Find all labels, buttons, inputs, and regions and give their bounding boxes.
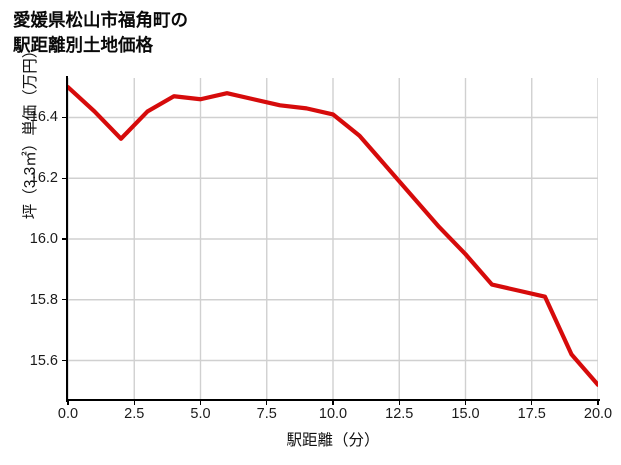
x-tick-mark [597, 401, 599, 405]
chart-title: 愛媛県松山市福角町の 駅距離別土地価格 [13, 10, 188, 55]
x-tick-mark [67, 401, 69, 405]
y-tick-mark [62, 177, 66, 179]
x-tick-label: 10.0 [318, 406, 348, 422]
y-tick-mark [62, 299, 66, 301]
x-tick-mark [464, 401, 467, 405]
y-tick-label: 16.4 [29, 109, 58, 126]
x-tick-label: 2.5 [124, 406, 145, 422]
x-tick-label: 17.5 [517, 406, 546, 422]
x-axis-label: 駅距離（分） [286, 432, 380, 449]
data-line [68, 85, 598, 387]
x-tick-mark [332, 401, 334, 405]
x-tick-label: 12.5 [385, 406, 414, 422]
grid-lines [68, 78, 598, 400]
y-tick-mark [62, 359, 66, 362]
data-series-line [68, 85, 598, 387]
y-tick-label: 16.0 [29, 231, 58, 247]
y-tick-label: 15.6 [29, 352, 58, 369]
x-tick-mark [266, 401, 268, 405]
x-tick-label: 15.0 [451, 406, 480, 422]
x-tick-label: 5.0 [190, 406, 211, 422]
x-tick-label: 7.5 [256, 406, 277, 422]
y-axis-spine [66, 76, 69, 402]
x-tick-label: 0.0 [57, 406, 79, 422]
x-tick-label: 20.0 [583, 406, 613, 422]
y-tick-label: 16.2 [29, 170, 58, 187]
y-tick-mark [62, 116, 66, 119]
y-tick-mark [62, 238, 66, 240]
x-tick-mark [199, 401, 202, 405]
y-tick-label: 15.8 [29, 291, 58, 308]
x-axis-spine [66, 399, 600, 402]
x-tick-mark [531, 401, 533, 405]
plot-area [68, 78, 598, 400]
x-tick-mark [398, 401, 400, 405]
y-axis-label: 坪（3.3㎡）単価（万円） [22, 42, 39, 220]
x-tick-mark [133, 401, 135, 405]
